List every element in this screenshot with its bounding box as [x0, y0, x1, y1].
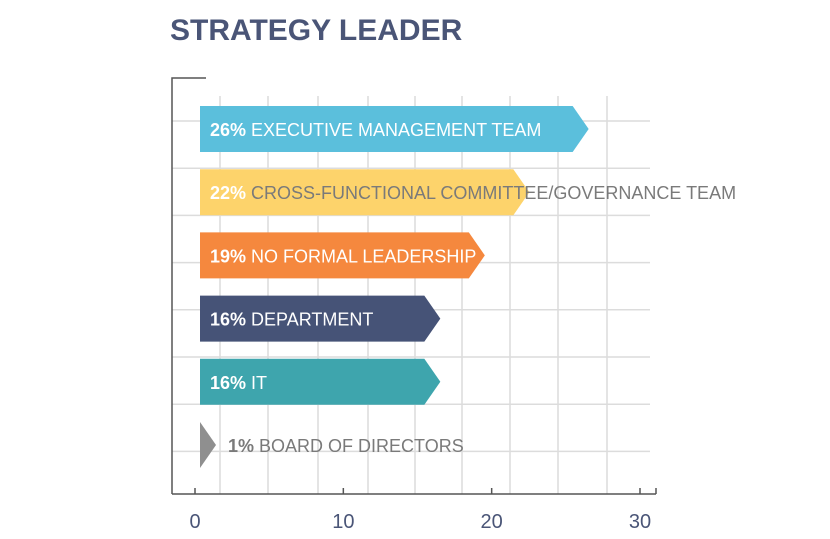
bar-labels: 26% EXECUTIVE MANAGEMENT TEAM 22% CROSS-FUN…: [210, 120, 736, 456]
bars: [200, 106, 589, 468]
bar-value-label: 16%: [210, 310, 246, 330]
x-tick-label: 10: [332, 511, 354, 533]
bar-label: 22% CROSS-FUNCTIONAL COMMITTEE/GOVERNANCE…: [210, 183, 736, 203]
bar-value-label: 19%: [210, 246, 246, 266]
x-tick-label: 0: [189, 511, 200, 533]
bar-no-formal-leadership: [200, 232, 485, 279]
bar-value-label: 26%: [210, 120, 246, 140]
axes: [171, 77, 657, 495]
bar-category-label: EXECUTIVE MANAGEMENT TEAM: [251, 120, 541, 140]
x-tick-label: 30: [629, 511, 651, 533]
bar-value-label: 16%: [210, 373, 246, 393]
chart-title: STRATEGY LEADER: [170, 14, 463, 47]
bar-label: 1% BOARD OF DIRECTORS: [228, 436, 464, 456]
bar-it: [200, 358, 441, 405]
bar-cross-functional-committee-governance-team: [200, 169, 530, 216]
bar-category-label: NO FORMAL LEADERSHIP: [251, 246, 476, 266]
bar-value-label: 1%: [228, 436, 254, 456]
bar-label: 19% NO FORMAL LEADERSHIP: [210, 246, 476, 266]
bar-executive-management-team: [200, 106, 589, 152]
bar-department: [200, 295, 441, 342]
grid-lines: [172, 96, 650, 494]
y-axis-line: [171, 77, 206, 494]
bar-category-label: DEPARTMENT: [251, 310, 373, 330]
bar-label: 16% DEPARTMENT: [210, 310, 373, 330]
bar-category-label: IT: [251, 373, 267, 393]
bar-board-of-directors: [200, 422, 216, 468]
bar-label: 26% EXECUTIVE MANAGEMENT TEAM: [210, 120, 541, 140]
x-tick-label: 20: [481, 511, 503, 533]
bar-value-label: 22%: [210, 183, 246, 203]
x-tick-labels: 0 10 20 30: [189, 511, 651, 533]
bar-label: 16% IT: [210, 373, 267, 393]
bar-category-label: CROSS-FUNCTIONAL COMMITTEE/GOVERNANCE TE…: [251, 183, 736, 203]
bar-category-label: BOARD OF DIRECTORS: [259, 436, 464, 456]
